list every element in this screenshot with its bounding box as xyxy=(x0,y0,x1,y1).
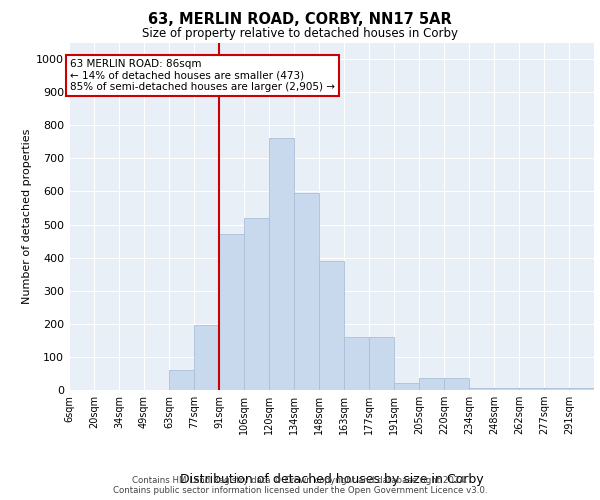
Bar xyxy=(569,388,594,390)
X-axis label: Distribution of detached houses by size in Corby: Distribution of detached houses by size … xyxy=(179,473,484,486)
Bar xyxy=(194,326,219,390)
Y-axis label: Number of detached properties: Number of detached properties xyxy=(22,128,32,304)
Bar xyxy=(394,384,419,390)
Text: 63, MERLIN ROAD, CORBY, NN17 5AR: 63, MERLIN ROAD, CORBY, NN17 5AR xyxy=(148,12,452,28)
Bar xyxy=(219,234,244,390)
Text: Contains HM Land Registry data © Crown copyright and database right 2024.
Contai: Contains HM Land Registry data © Crown c… xyxy=(113,476,487,495)
Bar xyxy=(344,337,369,390)
Text: Size of property relative to detached houses in Corby: Size of property relative to detached ho… xyxy=(142,28,458,40)
Bar xyxy=(419,378,444,390)
Bar xyxy=(444,378,469,390)
Bar xyxy=(544,388,569,390)
Bar xyxy=(169,370,194,390)
Bar xyxy=(294,193,319,390)
Bar xyxy=(369,337,394,390)
Bar xyxy=(244,218,269,390)
Bar xyxy=(494,388,519,390)
Bar xyxy=(469,388,494,390)
Bar xyxy=(519,388,544,390)
Bar xyxy=(269,138,294,390)
Text: 63 MERLIN ROAD: 86sqm
← 14% of detached houses are smaller (473)
85% of semi-det: 63 MERLIN ROAD: 86sqm ← 14% of detached … xyxy=(70,59,335,92)
Bar xyxy=(319,261,344,390)
